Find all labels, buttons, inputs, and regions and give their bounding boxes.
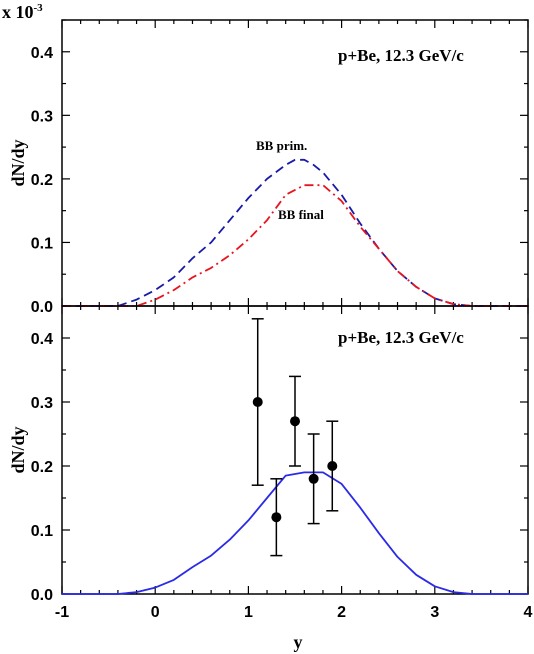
top-y-tick-label: 0.2	[31, 172, 53, 189]
top-y-tick-label: 0.0	[31, 299, 53, 316]
top-y-tick-label: 0.3	[31, 108, 53, 125]
series-line-bb-prim	[62, 158, 528, 307]
bottom-series	[62, 318, 528, 595]
x-axis-label: y	[294, 632, 303, 652]
bottom-y-tick-label: 0.0	[31, 587, 53, 604]
x-tick-label: 4	[524, 604, 533, 621]
bottom-y-tick-label: 0.1	[31, 523, 53, 540]
top-panel: 0.0 0.1 0.2 0.3 0.4 x 10-3 dN/dy p+Be, 12.3 …	[2, 2, 529, 316]
legend-label-bb-final: BB final	[278, 207, 324, 222]
top-y-tick-label: 0.4	[31, 45, 53, 62]
data-point	[327, 461, 338, 471]
bottom-y-tick-label: 0.2	[31, 459, 53, 476]
bottom-y-tick-label: 0.3	[31, 395, 53, 412]
x-tick-label: 2	[337, 604, 346, 621]
top-y-tick-label: 0.1	[31, 235, 53, 252]
x-tick-label: 1	[244, 604, 253, 621]
bottom-y-axis-label: dN/dy	[8, 426, 28, 473]
bottom-ticks: 0.0 0.1 0.2 0.3 0.4 -1 0 1 2 3 4	[31, 305, 533, 621]
legend-label-bb-prim: BB prim.	[256, 138, 307, 153]
x-tick-label: -1	[55, 604, 69, 621]
bottom-panel: 0.0 0.1 0.2 0.3 0.4 -1 0 1 2 3 4 dN/dy p+Be, 12.3 …	[8, 305, 533, 652]
x-tick-label: 3	[430, 604, 439, 621]
model-curve-line	[62, 471, 528, 595]
bottom-plot-frame	[61, 305, 529, 595]
data-point	[252, 397, 263, 407]
series-line-bb-final	[62, 184, 528, 307]
top-series	[62, 158, 528, 307]
top-annotation: p+Be, 12.3 GeV/c	[338, 46, 464, 65]
top-y-axis-label: dN/dy	[8, 139, 28, 186]
x-tick-label: 0	[151, 604, 160, 621]
data-point	[290, 416, 300, 427]
bottom-annotation: p+Be, 12.3 GeV/c	[338, 328, 464, 347]
data-point	[308, 473, 319, 484]
top-y-multiplier: x 10-3	[2, 2, 43, 22]
data-point	[271, 512, 282, 523]
top-ticks: 0.0 0.1 0.2 0.3 0.4	[31, 19, 529, 316]
bottom-y-tick-label: 0.4	[31, 331, 53, 348]
